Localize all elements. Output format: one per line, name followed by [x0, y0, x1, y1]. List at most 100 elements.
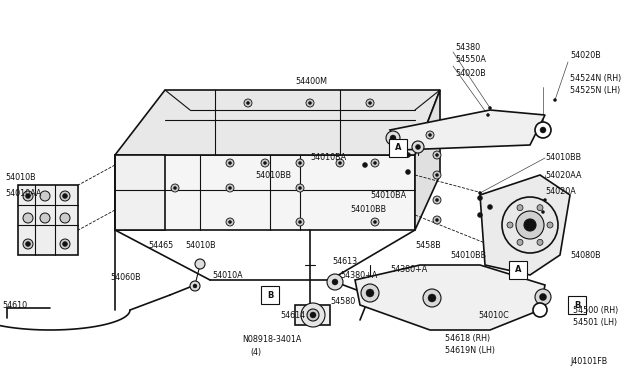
Bar: [568, 296, 586, 314]
Text: 54610: 54610: [2, 301, 27, 310]
Text: 54501 (LH): 54501 (LH): [573, 318, 617, 327]
Circle shape: [537, 307, 543, 313]
Circle shape: [23, 239, 33, 249]
Circle shape: [540, 294, 547, 301]
Circle shape: [296, 218, 304, 226]
Text: A: A: [515, 266, 521, 275]
Text: A: A: [395, 144, 401, 153]
Circle shape: [488, 106, 492, 109]
Circle shape: [369, 102, 371, 105]
Circle shape: [535, 289, 551, 305]
Text: B: B: [267, 291, 273, 299]
Circle shape: [63, 241, 67, 247]
Circle shape: [435, 218, 438, 221]
Polygon shape: [480, 175, 570, 275]
Circle shape: [226, 159, 234, 167]
Circle shape: [228, 161, 232, 164]
Circle shape: [543, 199, 547, 202]
Circle shape: [23, 213, 33, 223]
Text: 54010BB: 54010BB: [255, 170, 291, 180]
Circle shape: [195, 259, 205, 269]
Circle shape: [554, 99, 557, 102]
Text: 54010BB: 54010BB: [350, 205, 386, 215]
Circle shape: [228, 186, 232, 189]
Circle shape: [435, 199, 438, 202]
Polygon shape: [115, 155, 165, 230]
Circle shape: [524, 219, 536, 231]
Text: 54080B: 54080B: [570, 250, 600, 260]
Circle shape: [516, 211, 544, 239]
Text: 54010B: 54010B: [5, 173, 36, 183]
Circle shape: [477, 196, 483, 201]
Circle shape: [517, 205, 523, 211]
Circle shape: [40, 213, 50, 223]
Circle shape: [173, 186, 177, 189]
Text: 54500 (RH): 54500 (RH): [573, 305, 618, 314]
Circle shape: [193, 284, 197, 288]
Circle shape: [429, 134, 431, 137]
Circle shape: [226, 218, 234, 226]
Circle shape: [40, 191, 50, 201]
Circle shape: [535, 122, 551, 138]
Circle shape: [308, 102, 312, 105]
Circle shape: [390, 135, 396, 141]
Circle shape: [435, 154, 438, 157]
Circle shape: [423, 289, 441, 307]
Text: 54380: 54380: [455, 42, 480, 51]
Circle shape: [502, 197, 558, 253]
Circle shape: [339, 161, 342, 164]
Text: 54020AA: 54020AA: [545, 170, 582, 180]
Text: 54010BB: 54010BB: [545, 154, 581, 163]
Circle shape: [507, 222, 513, 228]
Circle shape: [433, 151, 441, 159]
Circle shape: [23, 191, 33, 201]
Circle shape: [296, 184, 304, 192]
Circle shape: [26, 193, 31, 199]
Text: (4): (4): [250, 347, 261, 356]
Text: 54010BA: 54010BA: [310, 154, 346, 163]
Circle shape: [517, 239, 523, 245]
Circle shape: [433, 196, 441, 204]
Circle shape: [374, 221, 376, 224]
Circle shape: [366, 289, 374, 297]
Circle shape: [264, 161, 266, 164]
Circle shape: [244, 99, 252, 107]
Circle shape: [306, 99, 314, 107]
Circle shape: [298, 161, 301, 164]
Bar: [261, 286, 279, 304]
Text: 54010BB: 54010BB: [450, 250, 486, 260]
Text: 54525N (LH): 54525N (LH): [570, 86, 620, 94]
Circle shape: [171, 184, 179, 192]
Circle shape: [428, 294, 436, 302]
Text: 54010BA: 54010BA: [370, 190, 406, 199]
Text: 54020B: 54020B: [455, 70, 486, 78]
Text: 54010A: 54010A: [212, 270, 243, 279]
Bar: [509, 261, 527, 279]
Text: 54380+A: 54380+A: [340, 270, 377, 279]
Circle shape: [60, 213, 70, 223]
Circle shape: [412, 141, 424, 153]
Circle shape: [540, 127, 546, 133]
Text: 54380+A: 54380+A: [390, 266, 428, 275]
Circle shape: [226, 184, 234, 192]
Circle shape: [332, 279, 338, 285]
Circle shape: [296, 159, 304, 167]
Circle shape: [361, 284, 379, 302]
Circle shape: [298, 186, 301, 189]
Polygon shape: [115, 90, 440, 155]
Text: 54550A: 54550A: [455, 55, 486, 64]
Circle shape: [298, 221, 301, 224]
Circle shape: [246, 102, 250, 105]
Circle shape: [537, 205, 543, 211]
Polygon shape: [390, 110, 545, 150]
Text: 54010B: 54010B: [185, 241, 216, 250]
Circle shape: [533, 303, 547, 317]
Circle shape: [63, 193, 67, 199]
Circle shape: [301, 303, 325, 327]
Circle shape: [327, 274, 343, 290]
Text: B: B: [574, 301, 580, 310]
Circle shape: [415, 144, 420, 150]
Circle shape: [190, 281, 200, 291]
Circle shape: [336, 159, 344, 167]
Circle shape: [488, 205, 493, 209]
